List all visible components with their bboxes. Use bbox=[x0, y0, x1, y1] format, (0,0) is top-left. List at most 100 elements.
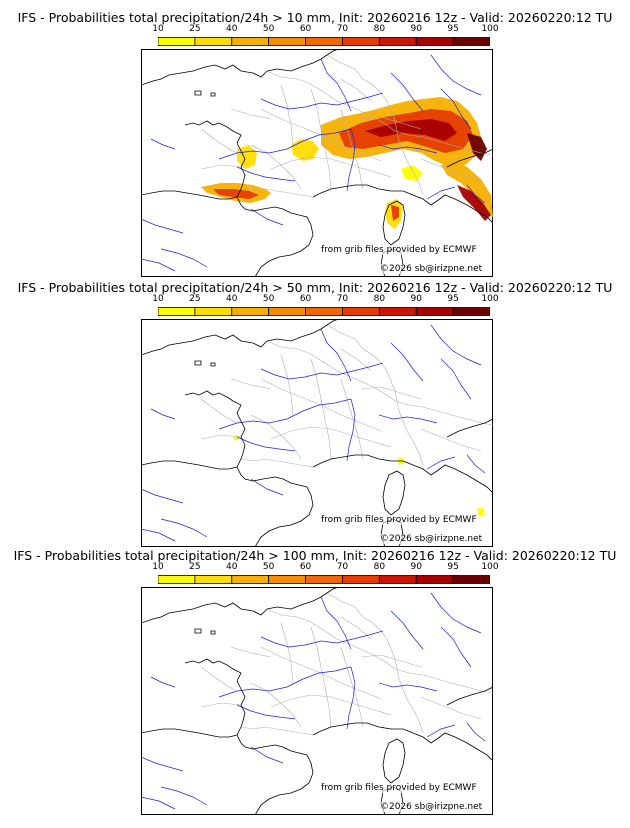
scale-swatch bbox=[268, 307, 306, 316]
admin-border bbox=[280, 354, 294, 416]
river bbox=[218, 398, 352, 430]
scale-swatch bbox=[268, 575, 306, 584]
river bbox=[141, 488, 184, 504]
river bbox=[141, 258, 176, 272]
map-france-precip bbox=[141, 587, 493, 815]
precip-area bbox=[457, 185, 491, 221]
scale-swatch bbox=[342, 307, 380, 316]
probability-color-scale: 10 25 40 50 60 70 80 90 95 100 bbox=[152, 562, 499, 585]
admin-border bbox=[340, 348, 372, 372]
admin-border bbox=[200, 164, 242, 170]
source-credit: from grib files provided by ECMWF bbox=[321, 783, 477, 793]
scale-tick-label: 40 bbox=[226, 294, 238, 304]
panel-title: IFS - Probabilities total precipitation/… bbox=[17, 280, 613, 295]
scale-tick-label: 90 bbox=[410, 562, 422, 572]
admin-border bbox=[240, 726, 314, 736]
scale-tick-label: 70 bbox=[336, 24, 349, 34]
scale-swatch bbox=[305, 307, 343, 316]
island bbox=[210, 630, 216, 635]
river bbox=[378, 414, 438, 424]
admin-border bbox=[270, 426, 392, 448]
scale-swatch bbox=[452, 307, 490, 316]
admin-border bbox=[270, 694, 392, 716]
scale-tick-label: 100 bbox=[481, 562, 499, 572]
scale-tick-label: 40 bbox=[226, 562, 238, 572]
admin-border bbox=[310, 626, 332, 728]
coastline bbox=[254, 214, 314, 277]
admin-border bbox=[230, 108, 272, 120]
island bbox=[194, 628, 202, 634]
coastline bbox=[184, 120, 246, 198]
precip-area bbox=[477, 507, 485, 517]
admin-border bbox=[326, 324, 424, 466]
scale-tick-label: 10 bbox=[152, 294, 164, 304]
admin-border bbox=[326, 54, 424, 196]
admin-border bbox=[340, 78, 372, 102]
coastline bbox=[184, 658, 246, 736]
scale-tick-label: 50 bbox=[262, 294, 275, 304]
admin-border bbox=[266, 340, 396, 402]
admin-border bbox=[326, 592, 424, 734]
river bbox=[320, 328, 352, 382]
admin-border bbox=[270, 156, 392, 178]
map-frame bbox=[141, 587, 493, 815]
admin-border bbox=[394, 668, 493, 694]
river bbox=[250, 746, 284, 764]
river bbox=[346, 128, 356, 192]
panel-title: IFS - Probabilities total precipitation/… bbox=[13, 548, 617, 563]
admin-border bbox=[310, 358, 332, 460]
river bbox=[426, 724, 456, 738]
scale-tick-label: 70 bbox=[336, 562, 349, 572]
river bbox=[346, 666, 356, 730]
scale-tick-label: 60 bbox=[299, 294, 312, 304]
admin-border bbox=[360, 654, 422, 668]
scale-swatch bbox=[305, 575, 343, 584]
scale-swatch bbox=[158, 575, 196, 584]
scale-swatch bbox=[342, 37, 380, 46]
coastline bbox=[446, 148, 493, 168]
scale-tick-label: 80 bbox=[373, 294, 386, 304]
island bbox=[194, 90, 202, 96]
river bbox=[160, 248, 208, 268]
coastline bbox=[236, 734, 300, 754]
panel-title: IFS - Probabilities total precipitation/… bbox=[17, 10, 613, 25]
admin-border bbox=[394, 400, 493, 426]
scale-tick-label: 90 bbox=[410, 24, 422, 34]
admin-border bbox=[240, 188, 314, 198]
river bbox=[141, 756, 184, 772]
coastline bbox=[266, 587, 340, 610]
scale-swatch bbox=[194, 37, 233, 46]
admin-border bbox=[340, 646, 364, 728]
map-france-precip bbox=[141, 49, 493, 277]
admin-border bbox=[420, 158, 482, 182]
river bbox=[466, 454, 486, 474]
admin-border bbox=[394, 130, 493, 156]
coastline bbox=[312, 454, 493, 494]
precip-area bbox=[365, 119, 457, 141]
river bbox=[236, 704, 296, 720]
panel-10mm: IFS - Probabilities total precipitation/… bbox=[0, 0, 630, 277]
island bbox=[382, 738, 406, 784]
scale-swatch bbox=[194, 575, 233, 584]
river bbox=[466, 184, 486, 204]
precip-area bbox=[401, 165, 423, 181]
scale-swatch bbox=[342, 575, 380, 584]
scale-tick-label: 80 bbox=[373, 24, 386, 34]
scale-swatch bbox=[158, 307, 196, 316]
coastline bbox=[141, 64, 268, 86]
scale-tick-label: 60 bbox=[299, 562, 312, 572]
scale-tick-label: 50 bbox=[262, 562, 275, 572]
river bbox=[430, 592, 482, 634]
river bbox=[260, 630, 384, 648]
admin-border bbox=[360, 116, 422, 130]
admin-border bbox=[280, 84, 294, 146]
coastline bbox=[141, 602, 268, 624]
copyright-credit: ©2026 sb@irizpne.net bbox=[380, 802, 483, 812]
scale-swatch bbox=[378, 307, 417, 316]
admin-border bbox=[310, 88, 332, 190]
coastline bbox=[254, 484, 314, 547]
river bbox=[218, 666, 352, 698]
island bbox=[194, 360, 202, 366]
scale-tick-label: 70 bbox=[336, 294, 349, 304]
probability-color-scale: 10 25 40 50 60 70 80 90 95 100 bbox=[152, 294, 499, 317]
